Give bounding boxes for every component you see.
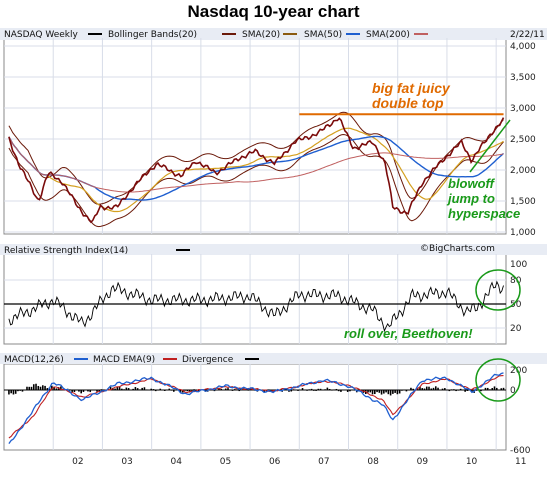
price-y-tick-label: 2,500 bbox=[510, 135, 536, 145]
sma-long-line bbox=[8, 136, 504, 193]
legend-date: 2/22/11 bbox=[510, 30, 545, 40]
legend-macd: MACD(12,26) bbox=[4, 355, 64, 365]
rsi-highlight-circle bbox=[475, 269, 521, 311]
macd-panel bbox=[3, 363, 507, 451]
blowoff-arrow bbox=[469, 119, 511, 173]
x-tick-label: 09 bbox=[417, 457, 429, 467]
price-line bbox=[8, 117, 505, 224]
price-y-tick-label: 3,500 bbox=[510, 73, 536, 83]
x-tick-label: 03 bbox=[121, 457, 132, 467]
sma50-line bbox=[8, 127, 504, 213]
annotation-top-line2: double top bbox=[372, 95, 444, 111]
bollinger-upper-band bbox=[8, 111, 504, 205]
macd-ema-line bbox=[8, 375, 504, 439]
annotation-blowoff-line2: jump to bbox=[446, 191, 495, 206]
annotation-blowoff-line3: hyperspace bbox=[448, 206, 520, 221]
macd-header-bar bbox=[0, 353, 547, 364]
macd-y-tick-label: -600 bbox=[510, 446, 531, 456]
macd-y-tick-label: 0 bbox=[510, 386, 516, 396]
price-y-tick-label: 4,000 bbox=[510, 42, 536, 52]
x-tick-label: 08 bbox=[367, 457, 379, 467]
legend-divergence: Divergence bbox=[182, 355, 234, 365]
annotation-rollover: roll over, Beethoven! bbox=[344, 326, 473, 341]
price-y-tick-label: 3,000 bbox=[510, 104, 536, 114]
rsi-line bbox=[8, 280, 504, 333]
rsi-y-tick-label: 80 bbox=[510, 276, 522, 286]
macd-line bbox=[8, 372, 504, 444]
watermark: ©BigCharts.com bbox=[420, 244, 495, 254]
legend-sma50: SMA(50) bbox=[304, 30, 342, 40]
annotation-top-line1: big fat juicy bbox=[372, 80, 451, 96]
legend-rsi: Relative Strength Index(14) bbox=[4, 246, 128, 256]
price-y-tick-label: 2,000 bbox=[510, 166, 536, 176]
x-tick-label: 07 bbox=[318, 457, 329, 467]
page-title: Nasdaq 10-year chart bbox=[187, 2, 360, 21]
x-tick-label: 04 bbox=[171, 457, 183, 467]
x-tick-label: 10 bbox=[466, 457, 478, 467]
rsi-y-tick-label: 50 bbox=[510, 300, 522, 310]
rsi-y-tick-label: 20 bbox=[510, 324, 522, 334]
x-tick-label: 11 bbox=[515, 457, 526, 467]
price-legend: NASDAQ Weekly Bollinger Bands(20) SMA(20… bbox=[4, 30, 545, 40]
rsi-legend: Relative Strength Index(14) bbox=[4, 246, 190, 256]
price-y-tick-label: 1,500 bbox=[510, 197, 536, 207]
legend-sma200: SMA(200) bbox=[366, 30, 410, 40]
macd-legend: MACD(12,26) MACD EMA(9) Divergence bbox=[4, 355, 259, 365]
legend-nasdaq: NASDAQ Weekly bbox=[4, 30, 78, 40]
legend-bollinger: Bollinger Bands(20) bbox=[108, 30, 197, 40]
price-header-bar bbox=[0, 28, 547, 40]
rsi-header-bar bbox=[0, 244, 547, 255]
x-tick-label: 02 bbox=[72, 457, 83, 467]
price-y-tick-label: 1,000 bbox=[510, 228, 536, 238]
x-tick-label: 06 bbox=[269, 457, 281, 467]
x-tick-label: 05 bbox=[220, 457, 231, 467]
legend-sma20: SMA(20) bbox=[242, 30, 280, 40]
legend-macd-ema: MACD EMA(9) bbox=[93, 355, 155, 365]
annotation-blowoff-line1: blowoff bbox=[448, 176, 496, 191]
macd-highlight-circle bbox=[475, 358, 521, 402]
rsi-y-tick-label: 100 bbox=[510, 260, 527, 270]
